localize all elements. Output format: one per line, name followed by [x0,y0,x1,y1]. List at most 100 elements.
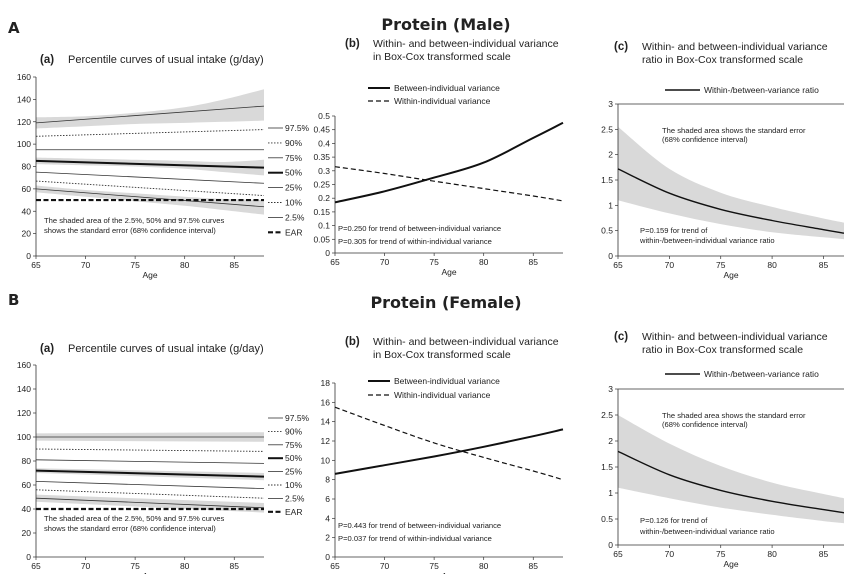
series-line [334,406,564,481]
y-tick-label: 1 [608,488,613,498]
y-tick-label: 4 [325,513,330,523]
legend-label: EAR [285,227,302,237]
y-tick-label: 20 [22,528,32,538]
panel-label: (b) [345,38,360,50]
y-tick-label: 0 [26,251,31,261]
y-tick-label: 0.5 [318,111,330,121]
y-tick-label: 0.1 [318,221,330,231]
y-tick-label: 0 [325,248,330,258]
x-tick-label: 75 [130,260,140,270]
y-tick-label: 160 [17,360,31,370]
x-tick-label: 85 [230,260,240,270]
y-tick-label: 100 [17,139,31,149]
x-tick-label: 80 [479,257,489,267]
chart-title-line: Percentile curves of usual intake (g/day… [68,343,264,355]
legend-label: Between-individual variance [394,83,500,93]
y-tick-label: 0.4 [318,138,330,148]
annotation: P=0.443 for trend of between-individual … [338,521,501,530]
legend-label: 90% [285,426,302,436]
y-tick-label: 1 [608,200,613,210]
legend-label: 10% [285,480,302,490]
x-tick-label: 85 [529,561,539,571]
y-tick-label: 0.5 [601,514,613,524]
chart-title-line: in Box-Cox transformed scale [373,51,511,63]
charts: (a) Percentile curves of usual intake (g/… [17,38,844,574]
y-tick-label: 8 [325,475,330,485]
section-letter-b: B [8,291,19,309]
series-line [35,129,265,137]
series-line [35,489,265,499]
legend-label: 10% [285,198,302,208]
chart-male-b: (b) Within- and between-individual varian… [313,38,564,277]
panel-label: (a) [40,343,54,355]
series-line [35,180,265,197]
y-tick-label: 2 [608,150,613,160]
x-axis-label: Age [142,571,157,574]
y-tick-label: 0 [325,552,330,562]
y-tick-label: 60 [22,480,32,490]
y-tick-label: 100 [17,432,31,442]
x-tick-label: 75 [716,260,726,270]
y-tick-label: 2 [608,436,613,446]
legend-label: 2.5% [285,493,305,503]
x-tick-label: 75 [429,561,439,571]
series-line [35,497,265,509]
confidence-band [36,494,264,513]
y-tick-label: 140 [17,384,31,394]
x-tick-label: 65 [613,260,623,270]
section-title-male: Protein (Male) [381,15,510,34]
annotation: within-/between-individual variance rati… [639,236,775,245]
y-tick-label: 0.05 [313,234,330,244]
series-line [334,428,564,475]
x-tick-label: 70 [380,257,390,267]
chart-title-line: Within- and between-individual variance [373,38,559,50]
chart-title-line: Within- and between-individual variance [373,336,559,348]
chart-title-line: in Box-Cox transformed scale [373,349,511,361]
legend-label: Within-/between-variance ratio [704,369,819,379]
panel-label: (c) [614,331,628,343]
y-tick-label: 2.5 [601,124,613,134]
legend-label: Within-individual variance [394,390,491,400]
chart-title-line: Percentile curves of usual intake (g/day… [68,54,264,66]
annotation: The shaded area of the 2.5%, 50% and 97.… [44,514,224,523]
y-tick-label: 160 [17,72,31,82]
y-tick-label: 140 [17,94,31,104]
panel-label: (a) [40,54,54,66]
y-tick-label: 0.2 [318,193,330,203]
y-tick-label: 0 [608,540,613,550]
y-tick-label: 0.5 [601,226,613,236]
y-tick-label: 20 [22,229,32,239]
legend-label: 97.5% [285,413,310,423]
x-axis-label: Age [441,267,456,277]
annotation: The shaded area of the 2.5%, 50% and 97.… [44,216,224,225]
x-tick-label: 70 [81,260,91,270]
chart-male-c: (c) Within- and between-individual varian… [601,41,844,280]
section-letter-a: A [8,19,20,37]
annotation: P=0.305 for trend of within-individual v… [338,237,492,246]
x-tick-label: 65 [31,561,41,571]
x-tick-label: 65 [330,561,340,571]
x-tick-label: 85 [529,257,539,267]
chart-title-line: ratio in Box-Cox transformed scale [642,344,803,356]
x-tick-label: 70 [380,561,390,571]
y-tick-label: 0.25 [313,180,330,190]
series-line [35,469,265,478]
y-tick-label: 10 [321,455,331,465]
chart-title-line: ratio in Box-Cox transformed scale [642,54,803,66]
x-tick-label: 80 [767,549,777,559]
y-tick-label: 120 [17,408,31,418]
annotation: shows the standard error (68% confidence… [44,226,216,235]
y-tick-label: 3 [608,384,613,394]
x-tick-label: 65 [613,549,623,559]
legend-label: 25% [285,467,302,477]
y-tick-label: 1.5 [601,462,613,472]
series-line [35,188,265,208]
series-line [35,171,265,184]
series-line [35,159,265,169]
legend-label: EAR [285,507,302,517]
series-line [35,459,265,464]
x-tick-label: 80 [180,260,190,270]
panel-label: (b) [345,336,360,348]
series-line [35,481,265,489]
